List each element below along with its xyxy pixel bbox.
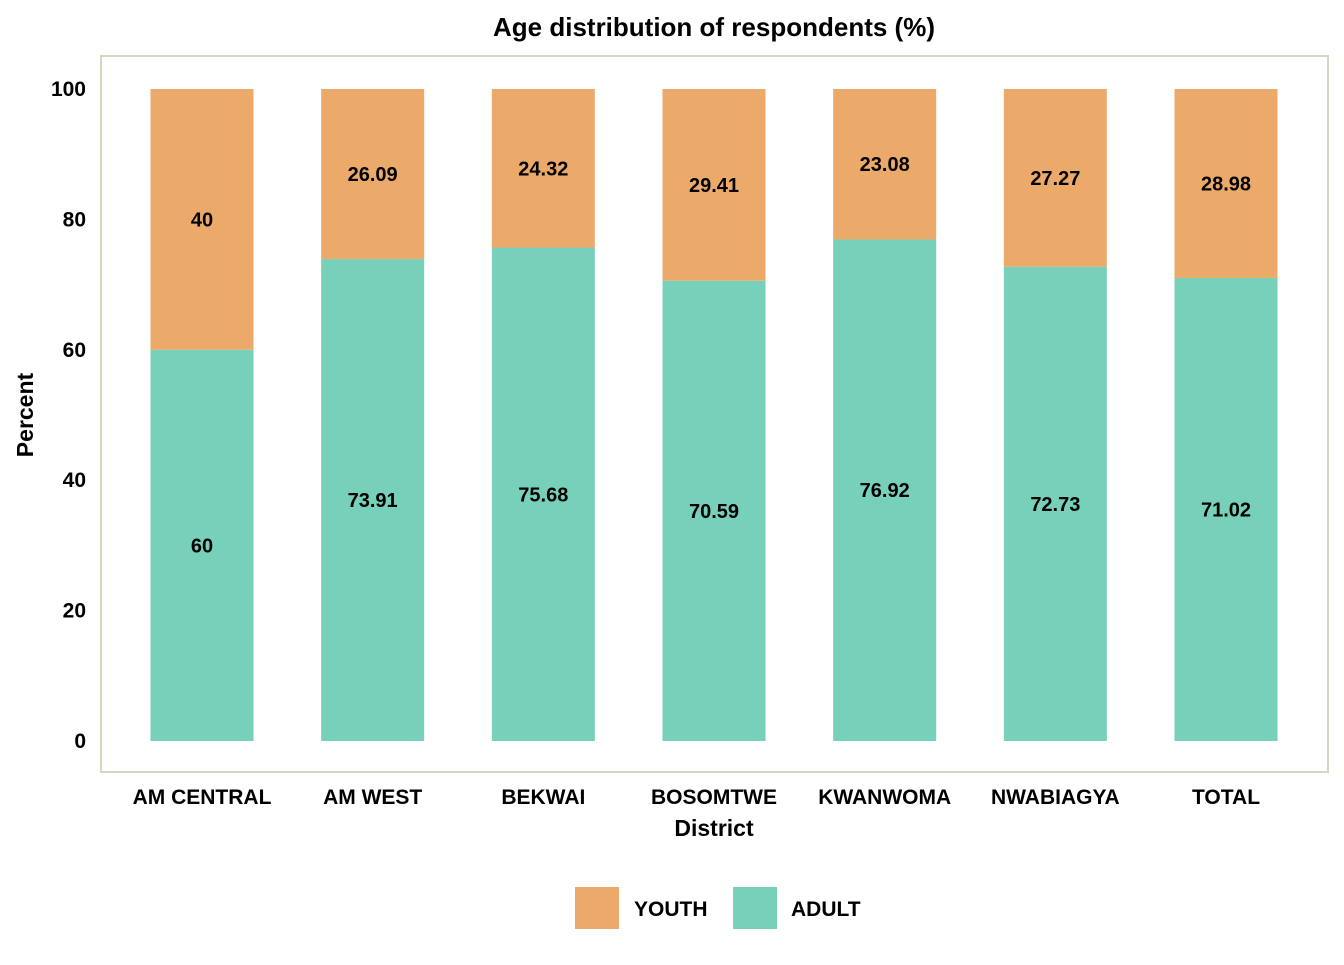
bar-youth <box>491 89 595 248</box>
y-tick-label: 40 <box>63 469 86 492</box>
legend-label-youth: YOUTH <box>634 898 708 921</box>
data-label: 26.09 <box>348 164 398 186</box>
bar-youth <box>150 89 254 350</box>
x-category-label: TOTAL <box>1192 786 1260 809</box>
bar-adult <box>1003 266 1107 741</box>
bar-youth <box>321 89 425 260</box>
bar-adult <box>491 247 595 741</box>
plot-frame <box>100 55 1329 773</box>
bar-adult <box>662 280 766 741</box>
data-label: 23.08 <box>860 154 910 176</box>
x-category-label: AM CENTRAL <box>133 786 272 809</box>
data-label: 24.32 <box>518 158 568 180</box>
data-label: 70.59 <box>689 501 739 523</box>
bar-adult <box>833 239 937 741</box>
data-label: 60 <box>191 535 213 557</box>
x-category-label: AM WEST <box>323 786 422 809</box>
x-axis-categories: AM CENTRAL AM WEST BEKWAI BOSOMTWE KWANWOMA N… <box>133 786 1261 809</box>
bar-adult <box>1174 277 1278 741</box>
legend-swatch-youth <box>575 887 619 929</box>
bar-adult <box>150 349 254 741</box>
y-tick-label: 20 <box>63 600 86 623</box>
chart-title: Age distribution of respondents (%) <box>493 12 935 42</box>
bar-adult <box>321 259 425 741</box>
data-labels-group: 60 40 73.91 26.09 75.68 24.32 70.59 29.41 76.92 2… <box>191 154 1251 557</box>
data-label: 71.02 <box>1201 499 1251 521</box>
bar-youth <box>1003 89 1107 267</box>
y-tick-label: 80 <box>63 208 86 231</box>
bar-youth <box>833 89 937 240</box>
x-category-label: KWANWOMA <box>818 786 951 809</box>
x-category-label: NWABIAGYA <box>991 786 1120 809</box>
y-tick-label: 60 <box>63 339 86 362</box>
data-label: 40 <box>191 209 213 231</box>
legend-label-adult: ADULT <box>791 898 861 921</box>
bars-group <box>150 89 1278 741</box>
bar-youth <box>662 89 766 281</box>
data-label: 28.98 <box>1201 173 1251 195</box>
legend: YOUTH ADULT <box>575 887 861 929</box>
y-axis-title: Percent <box>12 372 38 457</box>
data-label: 75.68 <box>518 484 568 506</box>
bar-youth <box>1174 89 1278 278</box>
data-label: 76.92 <box>860 480 910 502</box>
data-label: 73.91 <box>348 490 398 512</box>
x-category-label: BEKWAI <box>501 786 585 809</box>
x-category-label: BOSOMTWE <box>651 786 777 809</box>
data-label: 27.27 <box>1030 168 1080 190</box>
x-axis-title: District <box>674 815 754 841</box>
y-axis-ticks: 0 20 40 60 80 100 <box>51 78 86 753</box>
y-tick-label: 100 <box>51 78 86 101</box>
y-tick-label: 0 <box>74 730 86 753</box>
data-label: 72.73 <box>1030 494 1080 516</box>
legend-swatch-adult <box>733 887 777 929</box>
data-label: 29.41 <box>689 175 739 197</box>
